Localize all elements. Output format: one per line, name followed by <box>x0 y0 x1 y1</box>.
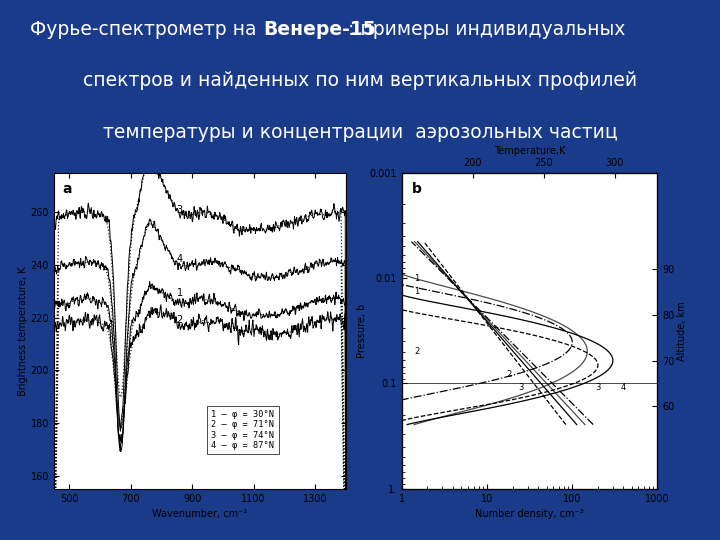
Line: 1: 1 <box>376 241 613 424</box>
Text: 3: 3 <box>595 383 600 393</box>
Y-axis label: Pressure, b: Pressure, b <box>356 303 366 358</box>
3 <box>436 414 445 421</box>
4 <box>506 373 515 379</box>
4 <box>353 247 361 254</box>
1 <box>457 410 466 417</box>
2 <box>384 421 393 428</box>
1 <box>372 247 380 254</box>
4 <box>353 238 361 245</box>
4 <box>442 387 451 394</box>
2 <box>547 387 556 394</box>
Text: 2: 2 <box>506 370 511 379</box>
Text: 2: 2 <box>176 315 183 325</box>
Text: 3: 3 <box>177 205 183 215</box>
3 <box>529 387 538 394</box>
X-axis label: Wavenumber, cm⁻¹: Wavenumber, cm⁻¹ <box>152 509 248 519</box>
2 <box>372 247 380 254</box>
Text: 1: 1 <box>177 288 183 298</box>
Line: 4: 4 <box>357 241 572 424</box>
Text: 2: 2 <box>414 347 419 356</box>
1 <box>559 387 567 394</box>
4 <box>354 421 362 428</box>
1 <box>595 373 604 379</box>
Text: 4: 4 <box>177 254 183 264</box>
2 <box>372 254 380 260</box>
Y-axis label: Altitude, km: Altitude, km <box>678 301 688 361</box>
2 <box>372 238 380 245</box>
1 <box>438 414 446 421</box>
3 <box>372 238 381 245</box>
2 <box>585 373 594 379</box>
3 <box>374 254 383 260</box>
Text: a: a <box>63 183 72 196</box>
2 <box>413 414 421 421</box>
2 <box>432 410 441 417</box>
Text: 4: 4 <box>621 383 626 393</box>
1 <box>372 238 380 245</box>
Line: 3: 3 <box>377 241 588 424</box>
Text: 1: 1 <box>414 274 419 283</box>
Text: Фурье-спектрометр на: Фурье-спектрометр на <box>30 19 263 39</box>
3 <box>451 410 459 417</box>
4 <box>353 254 361 260</box>
1 <box>372 254 380 260</box>
X-axis label: Number density, cm⁻³: Number density, cm⁻³ <box>475 509 584 519</box>
4 <box>359 410 367 417</box>
4 <box>356 414 364 421</box>
Text: b: b <box>412 183 422 196</box>
3 <box>562 373 570 379</box>
Text: спектров и найденных по ним вертикальных профилей: спектров и найденных по ним вертикальных… <box>83 71 637 91</box>
Line: 2: 2 <box>376 241 598 424</box>
Text: 3: 3 <box>518 383 523 393</box>
Text: 1 – φ = 30°N
2 – φ = 71°N
3 – φ = 74°N
4 – φ = 87°N: 1 – φ = 30°N 2 – φ = 71°N 3 – φ = 74°N 4… <box>212 410 274 450</box>
Text: Венере-15: Венере-15 <box>263 19 376 39</box>
Y-axis label: Brightness temperature, K: Brightness temperature, K <box>18 266 28 395</box>
Text: : примеры индивидуальных: : примеры индивидуальных <box>348 19 625 39</box>
1 <box>402 421 411 428</box>
X-axis label: Temperature,K: Temperature,K <box>494 146 565 156</box>
Text: температуры и концентрации  аэрозольных частиц: температуры и концентрации аэрозольных ч… <box>103 123 617 143</box>
3 <box>410 421 418 428</box>
3 <box>372 247 381 254</box>
Text: 1: 1 <box>414 287 419 296</box>
